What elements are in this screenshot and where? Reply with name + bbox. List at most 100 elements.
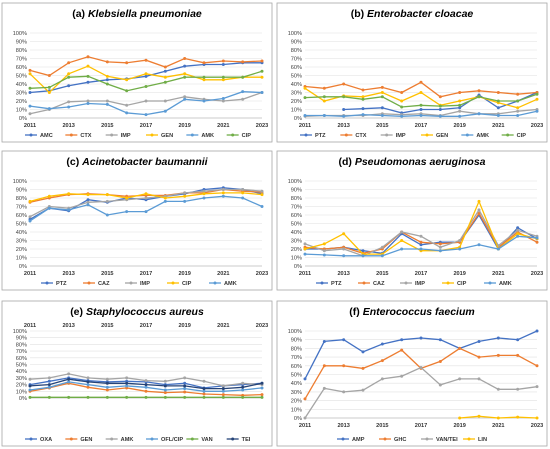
data-point [303, 377, 307, 381]
data-point [260, 381, 264, 385]
legend: PTZ CAZ IMP CIP AMK [316, 281, 512, 287]
legend-swatch-marker [383, 437, 387, 441]
data-point [183, 194, 187, 198]
legend-swatch-marker [150, 437, 154, 441]
data-point [105, 381, 109, 385]
data-point [221, 194, 225, 198]
y-tick-label: 0% [294, 116, 302, 122]
data-point [303, 247, 307, 251]
data-point [183, 95, 187, 99]
y-tick-label: 90% [291, 338, 302, 344]
data-point [105, 213, 109, 217]
y-tick-label: 80% [291, 48, 302, 54]
y-tick-label: 50% [291, 74, 302, 80]
data-point [86, 64, 90, 68]
legend-item: CTX [65, 133, 92, 139]
series-amk [28, 372, 264, 388]
data-point [105, 99, 109, 103]
data-point [105, 193, 109, 197]
y-tick-label: 10% [291, 407, 302, 413]
legend-item: IMP [380, 133, 406, 139]
legend-swatch-marker [129, 281, 133, 285]
data-point [221, 384, 225, 388]
data-point [221, 62, 225, 66]
data-point [419, 336, 423, 340]
legend-swatch-marker [29, 437, 33, 441]
y-tick-label: 0% [19, 116, 27, 122]
panel-title: (f) Enterococcus faecium [349, 306, 474, 318]
panel-title: (a) Klebsiella pneumoniae [72, 8, 202, 20]
x-tick-label: 2017 [140, 323, 152, 329]
data-point [535, 416, 539, 420]
data-point [535, 385, 539, 389]
data-point [28, 112, 32, 116]
y-tick-label: 10% [16, 256, 27, 262]
y-tick-label: 100% [288, 179, 302, 185]
data-point [241, 60, 245, 64]
data-point [125, 210, 129, 214]
data-point [342, 338, 346, 342]
data-point [28, 104, 32, 108]
panel-label: (a) [72, 8, 88, 20]
data-point [67, 100, 71, 104]
data-point [28, 388, 32, 392]
legend-item: AMK [209, 281, 237, 287]
legend-label: GHC [394, 437, 406, 443]
data-point [438, 249, 442, 253]
data-point [202, 99, 206, 103]
data-point [125, 111, 129, 115]
data-point [535, 329, 539, 333]
x-tick-label: 2013 [62, 271, 74, 277]
species-name: Acinetobacter baumannii [81, 156, 209, 168]
data-point [241, 97, 245, 101]
legend-swatch-marker [425, 437, 429, 441]
legend-swatch-marker [231, 133, 235, 137]
legend-item: AMK [105, 437, 133, 443]
y-tick-label: 100% [13, 179, 27, 185]
data-point [183, 387, 187, 391]
data-point [28, 68, 32, 72]
legend-item: IMP [105, 133, 131, 139]
panel-border [1, 2, 273, 143]
legend-label: AMK [201, 133, 214, 139]
data-point [86, 193, 90, 197]
legend-label: GEN [80, 437, 92, 443]
data-point [47, 194, 51, 198]
data-point [516, 234, 520, 238]
data-point [202, 192, 206, 196]
data-point [322, 364, 326, 368]
x-tick-label: 2015 [101, 323, 113, 329]
panel-border [276, 150, 548, 291]
y-tick-label: 10% [16, 389, 27, 395]
x-tick-label: 2017 [415, 423, 427, 429]
data-point [202, 196, 206, 200]
y-tick-label: 30% [16, 376, 27, 382]
data-point [183, 199, 187, 203]
data-point [105, 395, 109, 399]
data-point [400, 230, 404, 234]
data-point [458, 99, 462, 103]
data-point [322, 253, 326, 257]
data-point [144, 383, 148, 387]
y-tick-label: 60% [16, 65, 27, 71]
data-point [86, 55, 90, 59]
y-tick-label: 90% [291, 188, 302, 194]
data-point [322, 99, 326, 103]
data-point [496, 106, 500, 110]
x-tick-label: 2017 [415, 123, 427, 129]
data-point [260, 75, 264, 79]
y-tick-label: 100% [13, 329, 27, 335]
data-point [183, 390, 187, 394]
data-point [380, 254, 384, 258]
data-point [105, 199, 109, 203]
data-point [380, 342, 384, 346]
data-point [535, 240, 539, 244]
data-point [202, 389, 206, 393]
legend-label: AMK [224, 281, 237, 287]
data-point [125, 376, 129, 380]
data-point [163, 388, 167, 392]
data-point [221, 96, 225, 100]
y-tick-label: 30% [291, 239, 302, 245]
y-tick-label: 20% [16, 99, 27, 105]
data-point [419, 113, 423, 117]
